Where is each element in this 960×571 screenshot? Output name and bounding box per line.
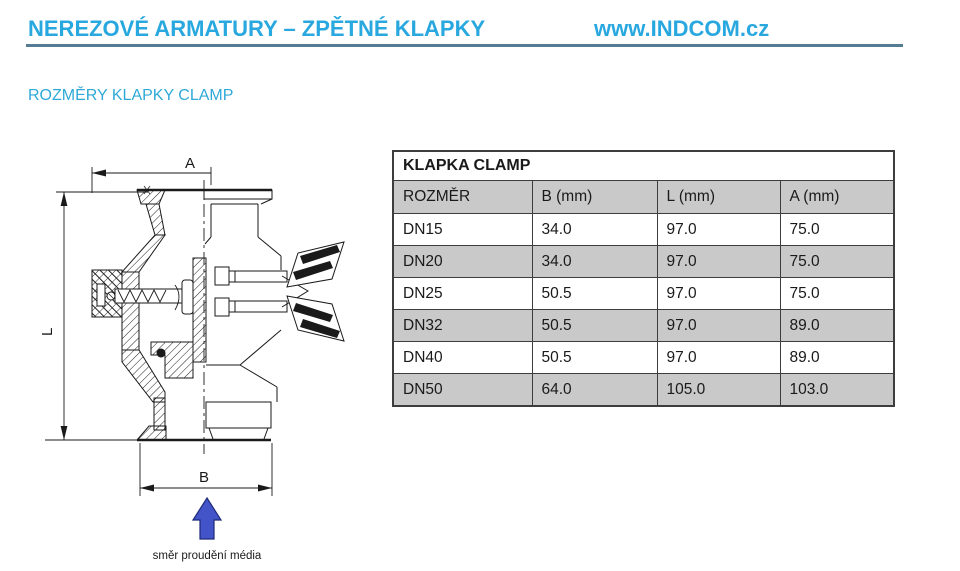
- table-cell: DN40: [392, 341, 533, 374]
- table-cell: 34.0: [531, 245, 658, 278]
- section-subtitle: ROZMĚRY KLAPKY CLAMP: [28, 87, 234, 104]
- table-cell: 64.0: [531, 373, 658, 407]
- dimension-l: L: [39, 191, 148, 441]
- table-cell: 34.0: [531, 213, 658, 246]
- table-cell: DN50: [392, 373, 533, 407]
- table-cell: DN15: [392, 213, 533, 246]
- table-header-row: ROZMĚR B (mm) L (mm) A (mm): [392, 180, 895, 214]
- table-cell: 97.0: [656, 213, 781, 246]
- table-cell: 97.0: [656, 245, 781, 278]
- valve-body-section: [91, 185, 345, 442]
- dim-a-label: A: [185, 155, 195, 172]
- mating-ferrule-bottom: [205, 329, 282, 440]
- table-cell: 50.5: [531, 277, 658, 310]
- column-header: B (mm): [531, 180, 658, 214]
- dimensions-table: KLAPKA CLAMP ROZMĚR B (mm) L (mm) A (mm)…: [392, 150, 896, 407]
- table-cell: 75.0: [779, 245, 895, 278]
- table-cell: 97.0: [656, 341, 781, 374]
- column-header: A (mm): [779, 180, 895, 214]
- table-cell: DN25: [392, 277, 533, 310]
- table-row: DN15 34.0 97.0 75.0: [392, 213, 895, 246]
- table-cell: 89.0: [779, 341, 895, 374]
- header-rule: [26, 44, 903, 47]
- table-cell: DN20: [392, 245, 533, 278]
- dimension-b: B: [139, 443, 273, 496]
- column-header: L (mm): [656, 180, 781, 214]
- dimension-a: A: [91, 155, 212, 193]
- table-cell: 75.0: [779, 277, 895, 310]
- page-title: NEREZOVÉ ARMATURY – ZPĚTNÉ KLAPKY: [28, 16, 486, 41]
- wing-nut: [281, 241, 345, 342]
- table-cell: 97.0: [656, 309, 781, 342]
- mating-ferrule-top: [203, 189, 282, 270]
- table-cell: DN32: [392, 309, 533, 342]
- column-header: ROZMĚR: [392, 180, 533, 214]
- dim-b-label: B: [199, 469, 209, 486]
- flow-direction-arrow: [191, 496, 223, 540]
- table-row: DN20 34.0 97.0 75.0: [392, 245, 895, 278]
- table-row: DN40 50.5 97.0 89.0: [392, 341, 895, 374]
- table-row: DN50 64.0 105.0 103.0: [392, 373, 895, 407]
- flow-direction-caption: směr proudění média: [153, 550, 262, 562]
- table-title-row: KLAPKA CLAMP: [392, 150, 895, 181]
- table-cell: 89.0: [779, 309, 895, 342]
- pivot-dot: [156, 348, 166, 358]
- website-link[interactable]: www.INDCOM.cz: [594, 16, 770, 41]
- table-cell: 75.0: [779, 213, 895, 246]
- valve-technical-drawing: A L B: [39, 155, 345, 562]
- table-row: DN25 50.5 97.0 75.0: [392, 277, 895, 310]
- table-cell: 97.0: [656, 277, 781, 310]
- table-cell: 50.5: [531, 309, 658, 342]
- table-row: DN32 50.5 97.0 89.0: [392, 309, 895, 342]
- clamp-bolt: [214, 266, 288, 317]
- dim-l-label: L: [39, 328, 56, 336]
- table-title: KLAPKA CLAMP: [392, 150, 895, 181]
- table-cell: 105.0: [656, 373, 781, 407]
- valve-stem-assembly: [106, 279, 194, 315]
- table-cell: 50.5: [531, 341, 658, 374]
- table-cell: 103.0: [779, 373, 895, 407]
